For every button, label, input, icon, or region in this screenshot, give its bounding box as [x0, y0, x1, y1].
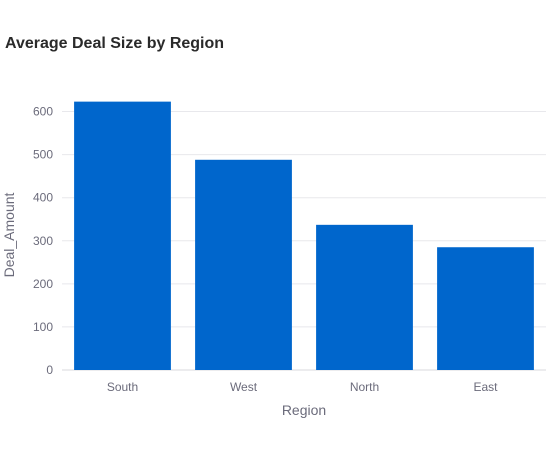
x-tick-label: North: [350, 380, 379, 394]
y-axis-title: Deal_Amount: [1, 192, 17, 277]
y-tick-label: 0: [46, 363, 53, 377]
x-axis-title: Region: [282, 402, 326, 418]
bar-north[interactable]: [316, 225, 413, 370]
y-tick-label: 300: [33, 234, 53, 248]
bar-west[interactable]: [195, 160, 292, 370]
y-tick-label: 500: [33, 148, 53, 162]
y-tick-label: 600: [33, 105, 53, 119]
y-tick-labels: 0 100 200 300 400 500 600: [33, 105, 53, 377]
x-tick-labels: South West North East: [107, 380, 498, 394]
x-tick-label: West: [230, 380, 258, 394]
y-tick-label: 200: [33, 277, 53, 291]
y-tick-label: 100: [33, 320, 53, 334]
x-tick-label: South: [107, 380, 138, 394]
bars: [74, 102, 534, 370]
y-tick-label: 400: [33, 191, 53, 205]
x-tick-label: East: [473, 380, 498, 394]
bar-south[interactable]: [74, 102, 171, 370]
bar-east[interactable]: [437, 247, 534, 370]
